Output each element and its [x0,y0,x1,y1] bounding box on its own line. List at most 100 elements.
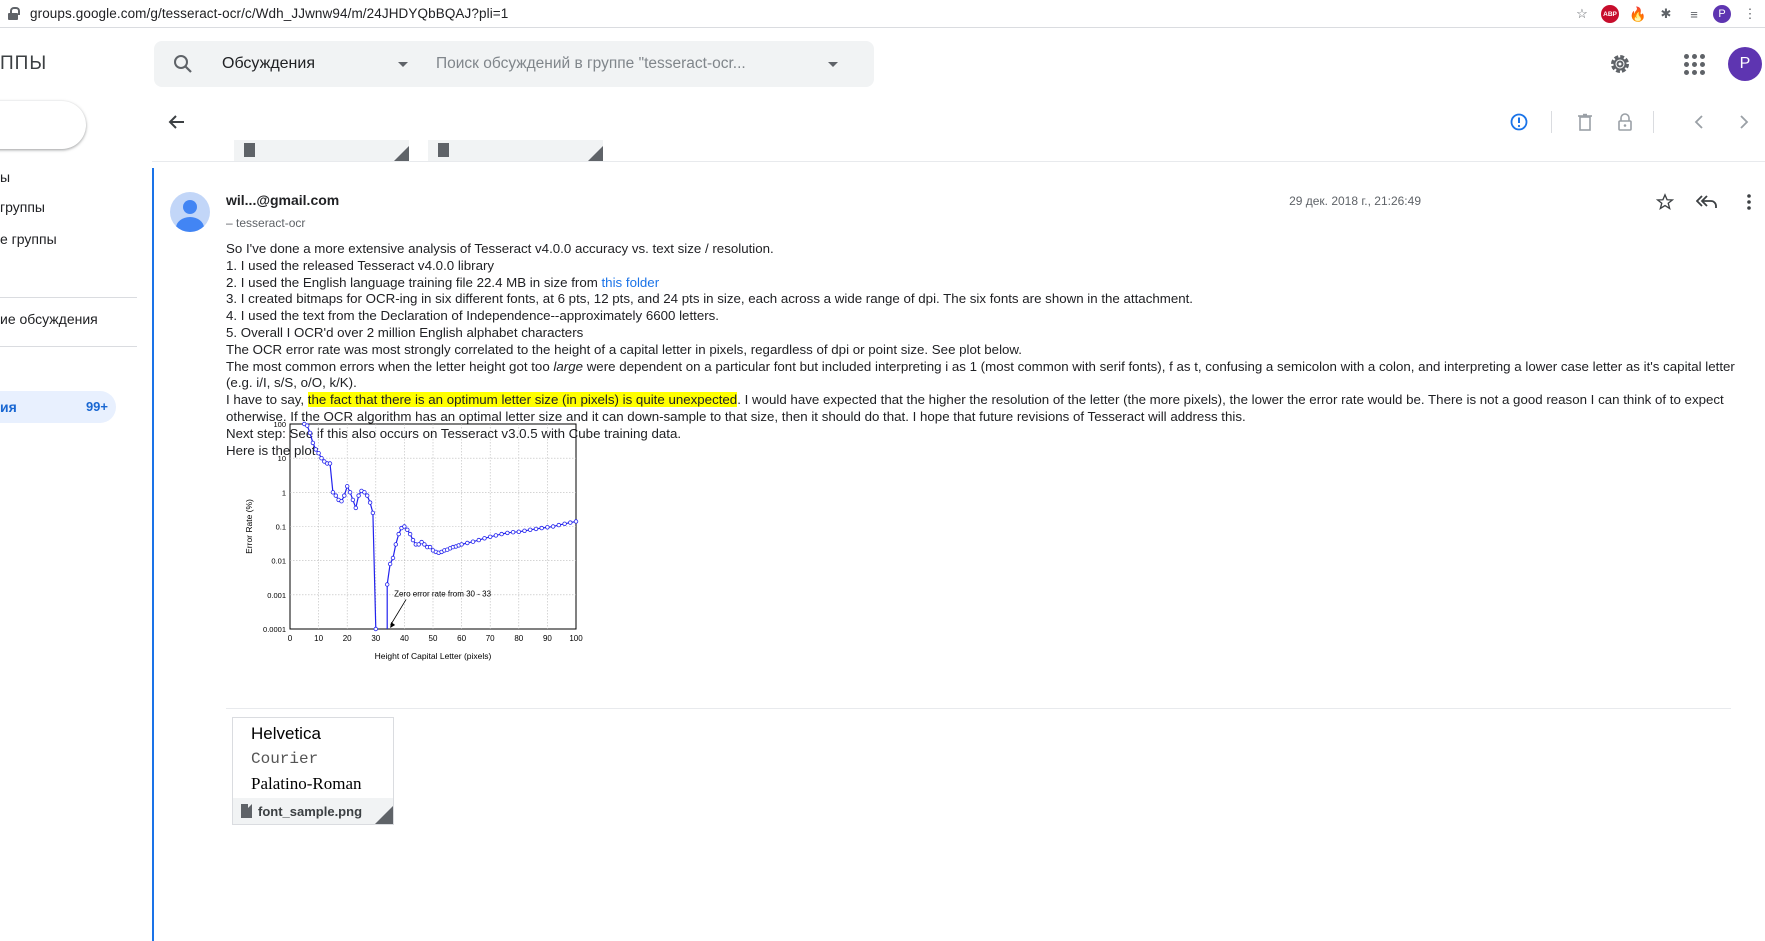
gear-icon[interactable] [1600,44,1640,84]
message-card: wil...@gmail.com – tesseract-ocr 29 дек.… [152,168,1765,941]
data-point [422,542,427,547]
data-point [522,528,527,533]
data-point [568,520,573,525]
search-input[interactable] [436,55,816,73]
data-point [465,540,470,546]
data-point [405,527,410,532]
body-line: The most common errors when the letter h… [226,359,1736,393]
sidebar-item-recent-conversations[interactable]: ие обсуждения [0,311,98,327]
data-point [573,519,579,524]
x-tick-label: 20 [343,634,352,643]
sidebar-item-groups[interactable]: ы [0,169,11,185]
folder-link[interactable]: this folder [601,274,660,290]
x-axis-label: Height of Capital Letter (pixels) [375,651,492,661]
data-point [347,490,353,495]
x-tick-label: 80 [514,634,523,643]
x-tick-label: 70 [486,634,495,643]
apps-grid-icon[interactable] [1674,44,1714,84]
attachment-filename: font_sample.png [258,803,363,819]
image-file-icon [241,804,252,818]
plot-svg: Error Rate (%) Height of Capital Letter … [244,420,583,661]
x-tick-label: 90 [543,634,552,643]
toolbar-divider [1551,111,1552,133]
lock-conversation-icon[interactable] [1608,105,1642,139]
sidebar-item-favorite-groups[interactable]: е группы [0,231,57,247]
data-point [344,484,350,489]
data-point [362,490,367,495]
previous-attachment[interactable] [428,140,603,161]
chevron-left-icon[interactable] [1682,105,1716,139]
data-point [459,542,464,547]
app-header: ППЫ Обсуждения P [0,29,1765,97]
data-point [402,524,407,529]
chevron-down-icon[interactable] [398,61,408,67]
more-vert-icon[interactable] [1733,186,1765,218]
data-point [545,525,550,530]
search-scope-select[interactable]: Обсуждения [222,55,315,72]
lock-icon [8,6,20,21]
emphasis-text: large [553,358,583,374]
url-text[interactable]: groups.google.com/g/tesseract-ocr/c/Wdh_… [30,6,509,21]
y-tick-label: 1 [282,488,286,497]
x-tick-label: 50 [429,634,438,643]
report-info-icon[interactable] [1502,105,1536,139]
sidebar-item-my-groups[interactable]: группы [0,199,45,215]
product-name: ППЫ [0,53,48,74]
y-tick-label: 0.1 [276,523,286,532]
back-arrow-icon[interactable] [160,105,194,139]
search-options-chevron-icon[interactable] [828,61,838,67]
browser-menu-icon[interactable]: ⋮ [1743,6,1757,21]
data-point [396,531,401,537]
data-point [533,526,539,532]
account-avatar[interactable]: P [1728,47,1762,81]
body-text: I have to say, [226,392,308,408]
star-icon[interactable] [1649,186,1681,218]
file-icon [438,143,449,157]
unread-count-badge: 99+ [85,399,108,414]
y-axis-label: Error Rate (%) [244,499,254,554]
browser-profile-avatar[interactable]: P [1713,5,1731,23]
puzzle-extensions-icon[interactable]: ✱ [1660,6,1672,21]
data-point [410,537,416,543]
data-point [333,493,338,498]
reply-all-icon[interactable] [1691,186,1723,218]
attachment-name-bar: font_sample.png [233,798,393,824]
data-point [470,539,476,544]
search-bar[interactable]: Обсуждения [154,41,874,87]
attachment-font-sample[interactable]: Helvetica Courier Palatino-Roman font_sa… [232,717,394,825]
sender-name[interactable]: wil...@gmail.com [226,192,340,208]
previous-attachment[interactable] [234,140,409,161]
data-point [370,510,376,516]
search-icon[interactable] [160,41,206,87]
group-name: – tesseract-ocr [226,216,306,230]
data-point [407,531,413,537]
adblock-extension-icon[interactable]: ABP [1601,5,1619,23]
sidebar-item-conversations-active[interactable]: ия 99+ [0,391,116,423]
data-point [493,533,499,538]
data-point [330,490,336,495]
data-point [390,555,396,561]
data-point [373,626,378,632]
fold-corner-icon [587,146,603,161]
bookmark-star-icon[interactable]: ☆ [1576,6,1588,21]
annotation-arrow [390,599,407,626]
error-rate-plot: Error Rate (%) Height of Capital Letter … [238,414,618,676]
data-point [342,493,347,498]
body-text: 2. I used the English language training … [226,274,602,290]
body-line: 1. I used the released Tesseract v4.0.0 … [226,257,495,273]
body-line: 2. I used the English language training … [226,275,1736,292]
font-sample-line: Palatino-Roman [251,774,362,793]
chevron-right-icon[interactable] [1727,105,1761,139]
new-conversation-button[interactable] [0,101,86,149]
sidebar: ы группы е группы ие обсуждения ия 99+ [0,97,150,941]
fire-extension-icon[interactable]: 🔥 [1629,5,1647,22]
browser-address-bar[interactable]: groups.google.com/g/tesseract-ocr/c/Wdh_… [0,0,1765,28]
body-line: 5. Overall I OCR'd over 2 million Englis… [226,324,584,340]
sender-avatar[interactable] [170,192,210,232]
reading-list-icon[interactable]: ≡ [1690,6,1698,22]
delete-trash-icon[interactable] [1568,105,1602,139]
person-body-icon [176,217,204,232]
message-actions [1649,186,1765,218]
y-tick-label: 100 [273,420,286,429]
x-tick-label: 30 [371,634,380,643]
